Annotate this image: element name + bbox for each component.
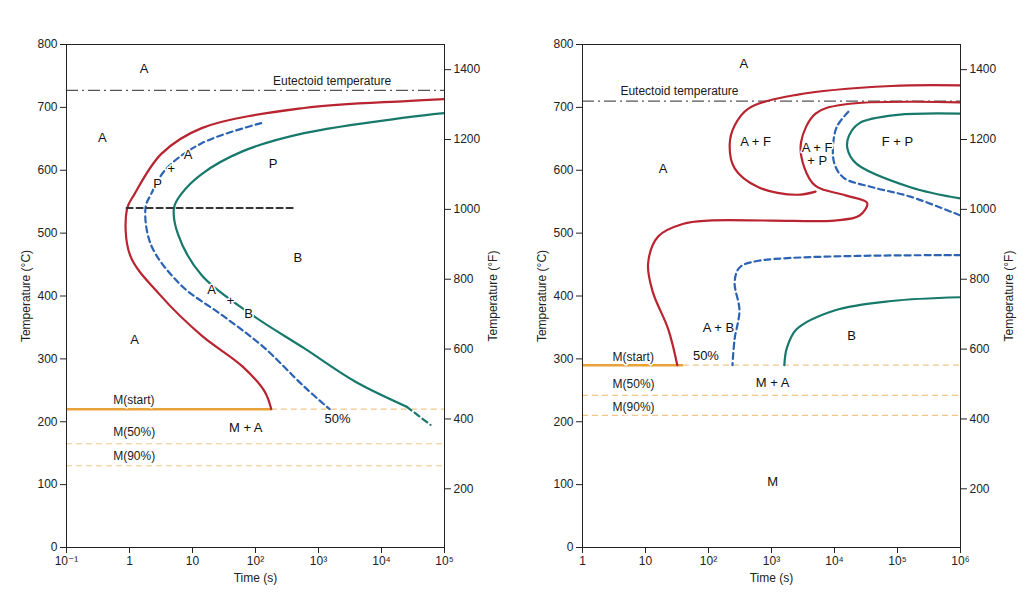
- svg-text:A: A: [140, 61, 149, 76]
- svg-text:400: 400: [970, 412, 990, 426]
- svg-text:P: P: [153, 176, 162, 191]
- svg-text:A + B: A + B: [703, 320, 734, 335]
- svg-text:500: 500: [553, 226, 573, 240]
- svg-text:1000: 1000: [454, 202, 481, 216]
- svg-text:600: 600: [37, 163, 57, 177]
- svg-text:200: 200: [37, 415, 57, 429]
- svg-text:600: 600: [454, 342, 474, 356]
- svg-text:10³: 10³: [310, 554, 327, 568]
- svg-text:300: 300: [553, 352, 573, 366]
- svg-text:10⁶: 10⁶: [951, 554, 969, 568]
- svg-text:10⁴: 10⁴: [825, 554, 844, 568]
- svg-text:10: 10: [639, 554, 653, 568]
- svg-text:A: A: [98, 130, 107, 145]
- svg-text:10⁴: 10⁴: [372, 554, 391, 568]
- svg-text:200: 200: [454, 482, 474, 496]
- svg-text:50%: 50%: [324, 411, 350, 426]
- svg-text:Eutectoid temperature: Eutectoid temperature: [620, 84, 738, 98]
- svg-text:A: A: [184, 147, 193, 162]
- svg-text:A: A: [207, 282, 216, 297]
- svg-text:50%: 50%: [693, 348, 719, 363]
- svg-text:10⁻¹: 10⁻¹: [55, 554, 79, 568]
- svg-text:700: 700: [37, 100, 57, 114]
- svg-text:800: 800: [37, 37, 57, 51]
- svg-text:1: 1: [579, 554, 586, 568]
- svg-text:M(90%): M(90%): [113, 449, 155, 463]
- svg-text:10: 10: [186, 554, 200, 568]
- svg-text:A: A: [130, 332, 139, 347]
- svg-text:A: A: [740, 56, 749, 71]
- svg-text:M(50%): M(50%): [613, 377, 655, 391]
- svg-text:+: +: [167, 161, 175, 176]
- svg-text:700: 700: [553, 100, 573, 114]
- svg-text:100: 100: [553, 477, 573, 491]
- svg-text:B: B: [294, 250, 303, 265]
- svg-text:Time (s): Time (s): [234, 571, 278, 585]
- svg-text:0: 0: [51, 540, 58, 554]
- svg-text:10²: 10²: [700, 554, 717, 568]
- svg-text:400: 400: [37, 289, 57, 303]
- svg-text:100: 100: [37, 477, 57, 491]
- svg-text:800: 800: [970, 272, 990, 286]
- svg-text:Temperature (°F): Temperature (°F): [1002, 251, 1016, 342]
- svg-text:M(start): M(start): [113, 393, 154, 407]
- svg-text:500: 500: [37, 226, 57, 240]
- svg-text:+: +: [227, 293, 235, 308]
- svg-text:0: 0: [567, 540, 574, 554]
- svg-text:200: 200: [970, 482, 990, 496]
- svg-text:Temperature (°C): Temperature (°C): [19, 250, 33, 342]
- svg-text:M + A: M + A: [229, 420, 263, 435]
- svg-text:600: 600: [970, 342, 990, 356]
- svg-text:800: 800: [454, 272, 474, 286]
- svg-text:P: P: [269, 156, 278, 171]
- svg-text:1400: 1400: [454, 62, 481, 76]
- svg-text:A + F+ P: A + F+ P: [802, 140, 833, 168]
- svg-text:1400: 1400: [970, 62, 997, 76]
- svg-text:300: 300: [37, 352, 57, 366]
- svg-text:B: B: [244, 306, 253, 321]
- svg-text:1: 1: [126, 554, 133, 568]
- svg-text:400: 400: [553, 289, 573, 303]
- svg-text:Eutectoid temperature: Eutectoid temperature: [273, 74, 391, 88]
- svg-text:1000: 1000: [970, 202, 997, 216]
- svg-text:600: 600: [553, 163, 573, 177]
- svg-text:10²: 10²: [247, 554, 264, 568]
- svg-text:A: A: [659, 161, 668, 176]
- svg-text:200: 200: [553, 415, 573, 429]
- svg-text:Temperature (°C): Temperature (°C): [535, 250, 549, 342]
- svg-text:M + A: M + A: [756, 375, 790, 390]
- svg-text:M: M: [767, 474, 778, 489]
- svg-text:M(90%): M(90%): [613, 400, 655, 414]
- svg-text:800: 800: [553, 37, 573, 51]
- svg-text:400: 400: [454, 412, 474, 426]
- svg-text:A + F: A + F: [740, 134, 771, 149]
- svg-text:1200: 1200: [454, 132, 481, 146]
- svg-text:B: B: [847, 328, 856, 343]
- svg-text:M(50%): M(50%): [113, 425, 155, 439]
- svg-text:10⁵: 10⁵: [435, 554, 453, 568]
- svg-text:10⁵: 10⁵: [888, 554, 906, 568]
- svg-text:F + P: F + P: [882, 134, 913, 149]
- svg-text:M(start): M(start): [613, 350, 654, 364]
- svg-text:Time (s): Time (s): [750, 571, 794, 585]
- svg-text:Temperature (°F): Temperature (°F): [486, 251, 500, 342]
- svg-text:10³: 10³: [763, 554, 780, 568]
- svg-text:1200: 1200: [970, 132, 997, 146]
